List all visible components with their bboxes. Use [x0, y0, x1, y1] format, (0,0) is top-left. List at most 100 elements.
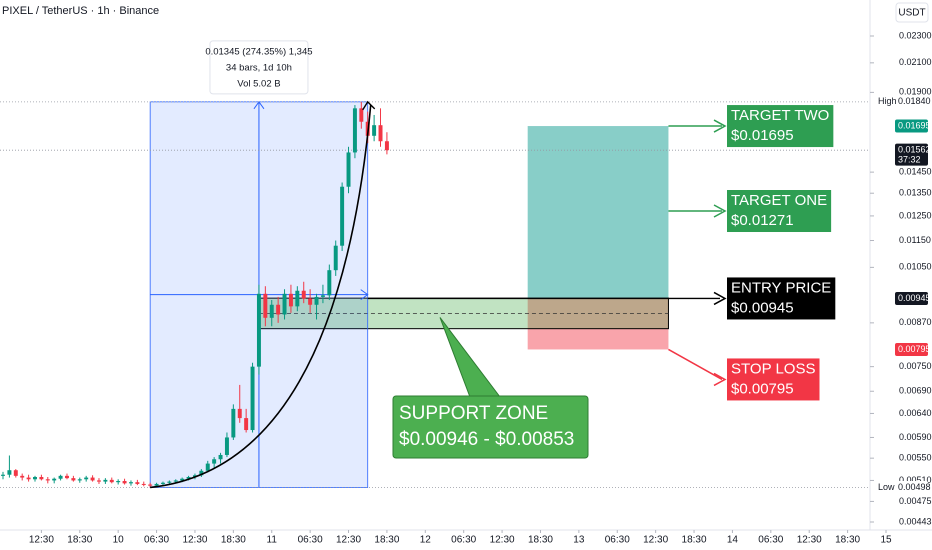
callout-label: TARGET TWO — [731, 107, 829, 124]
candle-body — [39, 476, 44, 480]
candle-body — [256, 293, 261, 367]
callout: TARGET ONE $0.01271 — [727, 190, 832, 233]
y-tick-label: 0.02100 — [899, 57, 932, 67]
y-tick-label: 0.01900 — [899, 87, 932, 97]
candle-body — [7, 470, 12, 475]
candle-body — [180, 478, 185, 481]
price-label-box — [895, 95, 928, 109]
candle-body — [205, 463, 210, 471]
candle-body — [77, 479, 82, 481]
candle-body — [122, 481, 127, 484]
y-tick-label: 0.00640 — [899, 408, 932, 418]
candle-body — [263, 293, 268, 318]
callout-label: TARGET ONE — [731, 192, 827, 209]
candle-body — [71, 478, 76, 481]
price-countdown: 37:32 — [898, 155, 921, 165]
callout-head — [713, 291, 727, 306]
candle-body — [359, 108, 364, 122]
support-value: $0.00946 - $0.00853 — [399, 429, 574, 450]
callout-value: $0.00795 — [731, 380, 794, 397]
y-tick-label: 0.01050 — [899, 262, 932, 272]
candle-body — [103, 479, 108, 482]
y-tick-label: 0.00443 — [899, 516, 932, 526]
x-tick-label: 12 — [420, 535, 432, 546]
x-tick-label: 06:30 — [298, 535, 323, 546]
candle-body — [173, 480, 178, 482]
x-tick-label: 14 — [727, 535, 739, 546]
price-label: 0.01840 — [898, 96, 931, 106]
callout-head — [713, 204, 727, 218]
stop-zone — [527, 298, 669, 350]
price-label: 0.00945 — [898, 293, 931, 303]
y-tick-label: 0.01150 — [899, 235, 931, 245]
callout-label: STOP LOSS — [731, 360, 816, 377]
measure-info-line: Vol 5.02 B — [237, 78, 280, 89]
candle-body — [244, 418, 249, 431]
price-label: 0.00498 — [898, 482, 931, 492]
candle-body — [52, 478, 57, 481]
candle-body — [378, 125, 383, 142]
y-tick-label: 0.00550 — [899, 453, 932, 463]
x-tick-label: 15 — [880, 535, 892, 546]
x-tick-label: 18:30 — [374, 535, 399, 546]
price-label: 0.01695 — [898, 120, 931, 130]
x-tick-label: 12:30 — [182, 535, 207, 546]
candle-body — [295, 290, 300, 307]
candle-body — [250, 366, 255, 431]
x-tick-label: 12:30 — [29, 535, 54, 546]
y-tick-label: 0.01350 — [899, 188, 932, 198]
y-tick-label: 0.00475 — [899, 496, 932, 506]
callout: TARGET TWO $0.01695 — [727, 105, 834, 148]
callout: STOP LOSS $0.00795 — [727, 358, 820, 401]
support-label: SUPPORT ZONE — [399, 403, 548, 424]
chart-title: PIXEL / TetherUS · 1h · Binance — [2, 5, 159, 17]
currency-box[interactable] — [895, 2, 929, 23]
y-tick-label: 0.00750 — [899, 361, 932, 371]
callout-box — [727, 190, 832, 233]
callout-box — [727, 105, 834, 148]
candle-body — [352, 108, 357, 153]
candle-body — [116, 481, 121, 483]
x-tick-label: 12:30 — [797, 535, 822, 546]
callout-label: ENTRY PRICE — [731, 279, 831, 296]
price-label-box — [895, 342, 928, 356]
callout-box — [727, 277, 836, 320]
candle-body — [288, 293, 293, 307]
candle-body — [45, 479, 50, 481]
measure-info-line: 34 bars, 1d 10h — [226, 62, 292, 73]
candle-body — [224, 437, 229, 455]
candle-body — [333, 245, 338, 271]
candle-body — [231, 408, 236, 438]
candle-body — [237, 408, 242, 419]
x-tick-label: 10 — [113, 535, 125, 546]
candle-body — [128, 482, 133, 484]
y-tick-label: 0.01450 — [899, 167, 932, 177]
x-tick-label: 06:30 — [758, 535, 783, 546]
y-tick-label: 0.02300 — [899, 30, 932, 40]
candle-body — [109, 479, 114, 483]
candle-body — [13, 470, 18, 476]
candle-body — [282, 293, 287, 315]
x-tick-label: 18:30 — [221, 535, 246, 546]
x-tick-label: 12:30 — [643, 535, 668, 546]
curve-head — [362, 100, 376, 111]
x-tick-label: 06:30 — [144, 535, 169, 546]
target-zone — [527, 126, 669, 299]
measure-info-line: 0.01345 (274.35%) 1,345 — [205, 46, 312, 57]
candle-body — [65, 475, 69, 479]
candle-body — [58, 475, 63, 479]
price-label-box — [895, 143, 928, 166]
candle-body — [301, 290, 306, 299]
candle-body — [372, 125, 377, 136]
candle-body — [346, 152, 351, 187]
measure-info-box — [209, 40, 309, 95]
candle-body — [269, 304, 274, 318]
callout-head — [713, 119, 727, 133]
price-label-box — [895, 480, 928, 494]
x-tick-label: 12:30 — [490, 535, 515, 546]
price-label-box — [895, 291, 928, 305]
callout-line — [668, 348, 723, 381]
y-tick-label: 0.01250 — [899, 210, 932, 220]
y-tick-label: 0.00510 — [899, 475, 932, 485]
price-label-box — [895, 119, 928, 133]
